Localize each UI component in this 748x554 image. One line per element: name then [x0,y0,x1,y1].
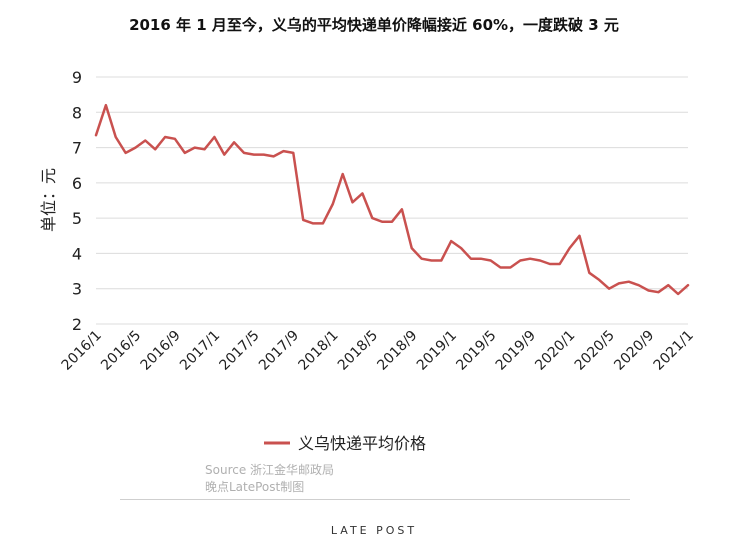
legend-label: 义乌快递平均价格 [298,434,426,453]
y-tick-label: 8 [72,103,82,122]
y-axis-ticks: 2 3 4 5 6 7 8 9 [72,68,82,334]
x-tick-label: 2019/5 [453,328,499,374]
y-tick-label: 6 [72,174,82,193]
y-tick-label: 7 [72,139,82,158]
x-tick-label: 2020/1 [532,328,578,374]
brand-logo: LATE POST [330,524,418,537]
x-axis-ticks: 2016/12016/52016/92017/12017/52017/92018… [59,328,697,374]
divider [120,499,630,500]
credit-line: 晚点LatePost制图 [205,480,305,494]
x-tick-label: 2016/1 [59,328,105,374]
x-tick-label: 2021/1 [651,328,697,374]
x-tick-label: 2017/9 [256,328,302,374]
y-axis-label: 单位：元 [39,168,58,232]
y-tick-label: 2 [72,315,82,334]
x-tick-label: 2019/1 [414,328,460,374]
source-note: Source 浙江金华邮政局 晚点LatePost制图 [205,462,334,496]
y-tick-label: 5 [72,209,82,228]
x-tick-label: 2016/5 [98,328,144,374]
x-tick-label: 2018/1 [295,328,341,374]
x-tick-label: 2017/5 [217,328,263,374]
grid-lines [96,76,688,325]
x-tick-label: 2018/9 [374,328,420,374]
series-line [94,103,690,296]
x-tick-label: 2020/9 [611,328,657,374]
x-tick-label: 2017/1 [177,328,223,374]
y-tick-label: 4 [72,244,82,263]
y-tick-label: 3 [72,280,82,299]
source-line: Source 浙江金华邮政局 [205,463,335,477]
x-tick-label: 2020/5 [572,328,618,374]
chart-title: 2016 年 1 月至今，义乌的平均快递单价降幅接近 60%，一度跌破 3 元 [129,16,619,34]
x-tick-label: 2019/9 [493,328,539,374]
y-tick-label: 9 [72,68,82,87]
series-group [94,103,690,296]
x-tick-label: 2016/9 [138,328,184,374]
legend: 义乌快递平均价格 [264,434,426,453]
x-tick-label: 2018/5 [335,328,381,374]
